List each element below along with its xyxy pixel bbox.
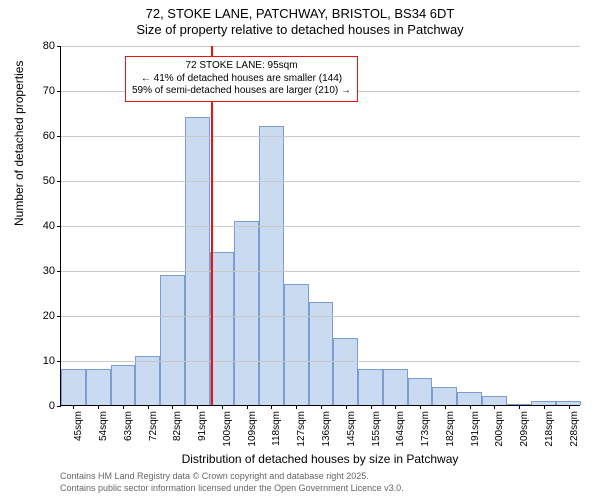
ytick-label: 50 bbox=[29, 175, 55, 187]
bar bbox=[432, 387, 457, 405]
xtick-mark bbox=[148, 405, 149, 409]
annotation-box: 72 STOKE LANE: 95sqm← 41% of detached ho… bbox=[125, 56, 358, 102]
ytick-label: 40 bbox=[29, 220, 55, 232]
bar bbox=[333, 338, 358, 406]
chart-title-line2: Size of property relative to detached ho… bbox=[0, 22, 600, 37]
ytick-mark bbox=[57, 406, 61, 407]
bar bbox=[284, 284, 309, 406]
gridline bbox=[61, 136, 580, 137]
xtick-mark bbox=[296, 405, 297, 409]
gridline bbox=[61, 46, 580, 47]
bar bbox=[408, 378, 433, 405]
bar bbox=[358, 369, 383, 405]
xtick-mark bbox=[172, 405, 173, 409]
xtick-mark bbox=[544, 405, 545, 409]
xtick-mark bbox=[420, 405, 421, 409]
ytick-label: 80 bbox=[29, 40, 55, 52]
xtick-mark bbox=[123, 405, 124, 409]
ytick-label: 70 bbox=[29, 85, 55, 97]
xtick-mark bbox=[98, 405, 99, 409]
xtick-mark bbox=[321, 405, 322, 409]
ytick-mark bbox=[57, 181, 61, 182]
bar bbox=[234, 221, 259, 406]
xtick-mark bbox=[470, 405, 471, 409]
ytick-label: 20 bbox=[29, 310, 55, 322]
bar bbox=[309, 302, 334, 406]
ytick-label: 10 bbox=[29, 355, 55, 367]
xtick-mark bbox=[271, 405, 272, 409]
xtick-mark bbox=[222, 405, 223, 409]
xtick-mark bbox=[346, 405, 347, 409]
bar bbox=[160, 275, 185, 406]
histogram-chart: 72, STOKE LANE, PATCHWAY, BRISTOL, BS34 … bbox=[0, 0, 600, 500]
xtick-mark bbox=[519, 405, 520, 409]
footer-line2: Contains public sector information licen… bbox=[60, 483, 404, 493]
gridline bbox=[61, 316, 580, 317]
xtick-mark bbox=[371, 405, 372, 409]
gridline bbox=[61, 361, 580, 362]
bar bbox=[457, 392, 482, 406]
bar bbox=[111, 365, 136, 406]
y-axis-label: Number of detached properties bbox=[12, 61, 26, 226]
xtick-mark bbox=[73, 405, 74, 409]
chart-title-line1: 72, STOKE LANE, PATCHWAY, BRISTOL, BS34 … bbox=[0, 6, 600, 21]
x-axis-label: Distribution of detached houses by size … bbox=[60, 452, 580, 466]
bar bbox=[482, 396, 507, 405]
ytick-mark bbox=[57, 316, 61, 317]
annotation-line: 59% of semi-detached houses are larger (… bbox=[132, 85, 351, 98]
ytick-mark bbox=[57, 361, 61, 362]
annotation-line: ← 41% of detached houses are smaller (14… bbox=[132, 73, 351, 86]
ytick-mark bbox=[57, 136, 61, 137]
xtick-mark bbox=[197, 405, 198, 409]
ytick-mark bbox=[57, 271, 61, 272]
xtick-mark bbox=[569, 405, 570, 409]
bar bbox=[210, 252, 235, 405]
bar bbox=[135, 356, 160, 406]
footer-line1: Contains HM Land Registry data © Crown c… bbox=[60, 471, 369, 481]
ytick-label: 30 bbox=[29, 265, 55, 277]
gridline bbox=[61, 226, 580, 227]
xtick-mark bbox=[494, 405, 495, 409]
ytick-mark bbox=[57, 226, 61, 227]
bar bbox=[61, 369, 86, 405]
xtick-mark bbox=[247, 405, 248, 409]
xtick-mark bbox=[445, 405, 446, 409]
ytick-label: 0 bbox=[29, 400, 55, 412]
gridline bbox=[61, 181, 580, 182]
bar bbox=[86, 369, 111, 405]
gridline bbox=[61, 271, 580, 272]
ytick-mark bbox=[57, 91, 61, 92]
xtick-mark bbox=[395, 405, 396, 409]
bar bbox=[383, 369, 408, 405]
ytick-mark bbox=[57, 46, 61, 47]
plot-area: 0102030405060708045sqm54sqm63sqm72sqm82s… bbox=[60, 46, 580, 406]
annotation-line: 72 STOKE LANE: 95sqm bbox=[132, 60, 351, 73]
bar bbox=[259, 126, 284, 405]
ytick-label: 60 bbox=[29, 130, 55, 142]
